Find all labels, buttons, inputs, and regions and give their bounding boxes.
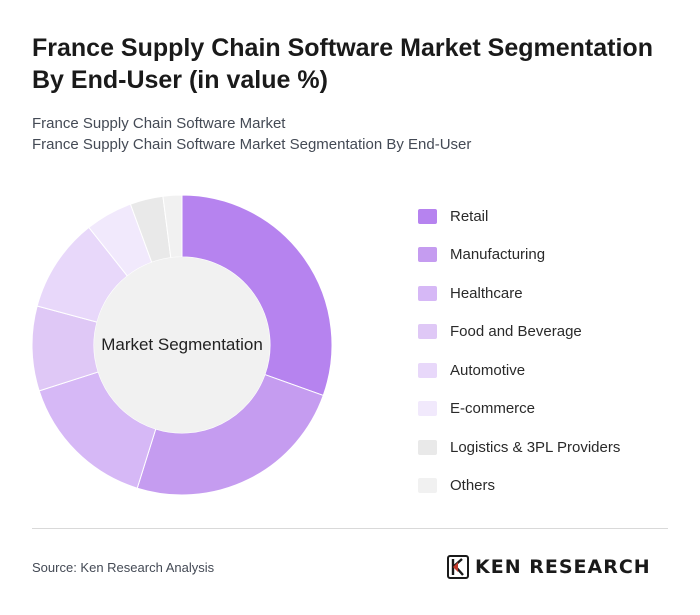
legend-swatch bbox=[418, 362, 437, 378]
brand-name: KEN RESEARCH bbox=[475, 556, 651, 578]
legend-item[interactable]: Others bbox=[418, 467, 678, 506]
donut-center-label: Market Segmentation bbox=[101, 335, 263, 354]
donut-chart: Market Segmentation bbox=[31, 194, 333, 496]
legend-swatch bbox=[418, 247, 437, 263]
legend-label: Food and Beverage bbox=[450, 323, 582, 341]
legend-label: E-commerce bbox=[450, 400, 536, 418]
footer-divider bbox=[32, 528, 668, 529]
legend-item[interactable]: E-commerce bbox=[418, 390, 678, 429]
source-note: Source: Ken Research Analysis bbox=[32, 560, 215, 575]
legend-label: Automotive bbox=[450, 361, 526, 379]
legend-label: Retail bbox=[450, 207, 489, 225]
legend-item[interactable]: Manufacturing bbox=[418, 236, 678, 275]
chart-subtitle: France Supply Chain Software Market Fran… bbox=[32, 113, 672, 155]
legend-swatch bbox=[418, 401, 437, 417]
subtitle-line-2: France Supply Chain Software Market Segm… bbox=[32, 136, 472, 153]
chart-title: France Supply Chain Software Market Segm… bbox=[32, 34, 653, 94]
legend-label: Others bbox=[450, 477, 496, 495]
donut-center bbox=[94, 257, 270, 433]
legend-item[interactable]: Logistics & 3PL Providers bbox=[418, 428, 678, 467]
ken-research-logo-icon bbox=[447, 555, 469, 579]
legend-swatch bbox=[418, 439, 437, 455]
legend-label: Healthcare bbox=[450, 284, 523, 302]
brand-logo: KEN RESEARCH bbox=[447, 554, 651, 580]
legend-item[interactable]: Retail bbox=[418, 197, 678, 236]
donut-slices bbox=[31, 194, 333, 496]
legend-swatch bbox=[418, 285, 437, 301]
donut-chart-area: Market Segmentation bbox=[22, 185, 342, 505]
legend-label: Logistics & 3PL Providers bbox=[450, 438, 621, 456]
legend-swatch bbox=[418, 208, 437, 224]
legend-item[interactable]: Food and Beverage bbox=[418, 313, 678, 352]
legend-label: Manufacturing bbox=[450, 246, 546, 264]
legend-item[interactable]: Automotive bbox=[418, 351, 678, 390]
legend: Retail Manufacturing Healthcare Food and Be… bbox=[418, 197, 678, 505]
legend-item[interactable]: Healthcare bbox=[418, 274, 678, 313]
legend-swatch bbox=[418, 324, 437, 340]
legend-swatch bbox=[418, 478, 437, 494]
subtitle-line-1: France Supply Chain Software Market bbox=[32, 115, 286, 132]
